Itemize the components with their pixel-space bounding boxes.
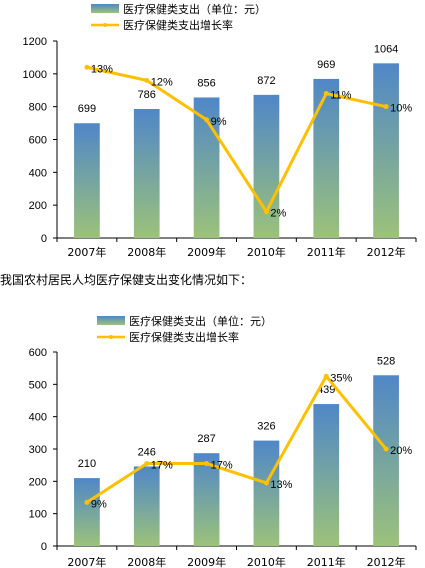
y-tick-label: 400	[29, 412, 47, 424]
chart-rural-svg: 医疗保健类支出（单位：元） 医疗保健类支出增长率 0 100 200 300 400 500 6…	[29, 314, 417, 568]
x-category-label: 2010年	[247, 555, 286, 568]
y-tick-label: 800	[29, 102, 47, 114]
bar-2007年	[74, 478, 100, 546]
growth-rate-label: 13%	[270, 479, 292, 491]
growth-rate-line	[86, 374, 388, 504]
legend-line-marker	[109, 335, 113, 339]
growth-rate-label: 20%	[390, 445, 412, 457]
bar-2011年	[313, 78, 340, 238]
bar-value-label: 872	[257, 75, 275, 87]
x-category-label: 2012年	[367, 555, 406, 568]
growth-rate-point	[383, 446, 389, 452]
y-tick-label: 500	[29, 379, 47, 391]
growth-rate-point	[263, 480, 269, 486]
bar-value-label: 1064	[374, 43, 398, 55]
bar-value-label: 246	[138, 446, 156, 458]
bar-2012年	[373, 63, 399, 239]
growth-rate-label: 11%	[330, 90, 351, 102]
growth-rate-label: 17%	[211, 460, 233, 472]
chart-urban-svg: 医疗保健类支出（单位：元） 医疗保健类支出增长率 0 200 400 600 800 1000…	[23, 2, 417, 258]
bar-2008年	[133, 108, 160, 238]
bar-value-label: 210	[78, 458, 96, 470]
y-tick-label: 200	[29, 476, 47, 488]
growth-rate-label: 9%	[211, 116, 227, 128]
bar-2008年	[133, 466, 160, 546]
growth-rate-label: 12%	[151, 76, 173, 88]
y-tick-label: 600	[29, 135, 47, 147]
x-category-label: 2010年	[247, 245, 286, 258]
legend-bar-label: 医疗保健类支出（单位：元）	[123, 2, 266, 16]
chart-urban-medical-spending: 医疗保健类支出（单位：元） 医疗保健类支出增长率 0 200 400 600 800 1000…	[0, 0, 425, 258]
growth-rate-point	[144, 461, 150, 467]
bar-2007年	[74, 123, 100, 238]
y-tick-label: 0	[41, 233, 47, 245]
growth-rate-point	[383, 104, 389, 110]
legend-line-label: 医疗保健类支出增长率	[129, 330, 239, 344]
growth-rate-point	[323, 91, 329, 97]
legend-line-label: 医疗保健类支出增长率	[123, 18, 233, 32]
x-category-label: 2009年	[187, 245, 226, 258]
growth-rate-label: 13%	[91, 63, 113, 75]
bar-value-label: 528	[377, 355, 395, 367]
legend-bar-swatch	[97, 316, 125, 325]
y-tick-label: 0	[41, 541, 47, 553]
bar-value-label: 287	[197, 433, 215, 445]
growth-rate-line	[86, 65, 387, 214]
y-tick-label: 200	[29, 200, 47, 212]
growth-rate-point	[263, 209, 269, 215]
y-tick-label: 100	[29, 509, 47, 521]
x-category-label: 2011年	[307, 555, 346, 568]
bar-value-label: 699	[78, 103, 96, 115]
growth-rate-point	[84, 64, 90, 70]
bar-value-label: 969	[317, 59, 335, 71]
x-category-label: 2008年	[127, 555, 166, 568]
bar-2010年	[253, 440, 280, 546]
x-category-label: 2011年	[307, 245, 346, 258]
growth-rate-point	[204, 117, 210, 123]
growth-rate-point	[323, 373, 329, 379]
growth-rate-point	[144, 77, 150, 83]
growth-rate-label: 2%	[270, 208, 286, 220]
y-tick-label: 300	[29, 444, 47, 456]
x-category-label: 2012年	[367, 245, 406, 258]
legend-bar-swatch	[91, 4, 119, 13]
bar-2012年	[373, 375, 399, 546]
bar-2011年	[313, 404, 340, 546]
x-category-label: 2007年	[67, 245, 106, 258]
growth-rate-point	[84, 499, 90, 505]
growth-rate-label: 17%	[151, 460, 173, 472]
legend-bar-label: 医疗保健类支出（单位：元）	[129, 314, 272, 328]
section-caption: 我国农村居民人均医疗保健支出变化情况如下：	[0, 273, 253, 287]
legend-line-marker	[103, 23, 107, 27]
y-tick-label: 1200	[23, 36, 47, 48]
bar-2009年	[193, 453, 220, 546]
bar-value-label: 856	[197, 77, 215, 89]
chart-rural-medical-spending: 医疗保健类支出（单位：元） 医疗保健类支出增长率 0 100 200 300 400 500 6…	[0, 306, 425, 568]
x-category-label: 2009年	[187, 555, 226, 568]
growth-rate-label: 10%	[390, 103, 412, 115]
x-category-label: 2008年	[127, 245, 166, 258]
growth-rate-label: 9%	[91, 498, 107, 510]
bar-value-label: 786	[138, 89, 156, 101]
y-tick-label: 400	[29, 167, 47, 179]
growth-rate-label: 35%	[330, 372, 352, 384]
bar-value-label: 326	[257, 421, 275, 433]
y-tick-label: 1000	[23, 69, 47, 81]
y-tick-label: 600	[29, 347, 47, 359]
growth-rate-point	[204, 461, 210, 467]
x-category-label: 2007年	[67, 555, 106, 568]
